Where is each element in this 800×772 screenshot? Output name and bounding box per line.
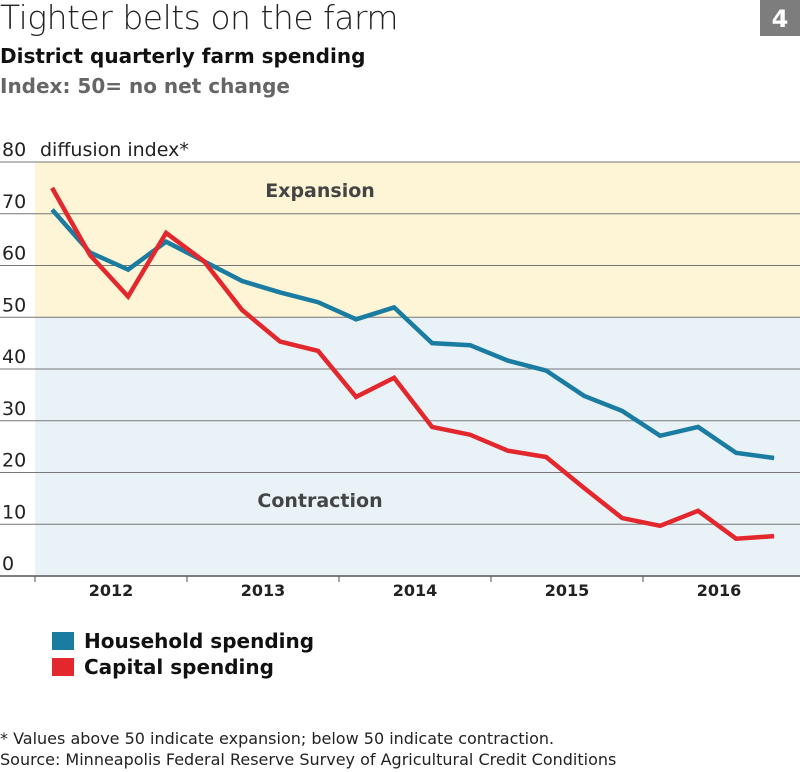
y-tick-label: 0 <box>2 553 14 575</box>
y-tick-label: 50 <box>2 294 26 316</box>
y-axis-label: diffusion index* <box>40 139 189 161</box>
footnote: * Values above 50 indicate expansion; be… <box>0 729 555 748</box>
figure-number-badge: 4 <box>760 0 800 36</box>
series-line-household <box>50 208 775 461</box>
y-tick-label: 30 <box>2 398 26 420</box>
y-tick-label: 20 <box>2 450 26 472</box>
x-tick-label: 2015 <box>545 581 590 600</box>
band-contraction <box>35 317 800 576</box>
legend-label: Household spending <box>84 629 315 653</box>
source-note: Source: Minneapolis Federal Reserve Surv… <box>0 750 617 769</box>
y-tick-label: 60 <box>2 243 26 265</box>
x-tick-label: 2012 <box>89 581 134 600</box>
legend-item-household: Household spending <box>52 628 314 654</box>
x-tick-label: 2013 <box>241 581 286 600</box>
y-tick-label: 10 <box>2 501 26 523</box>
legend-swatch-household <box>52 632 74 650</box>
x-tick-label: 2016 <box>697 581 742 600</box>
band-expansion <box>35 162 800 318</box>
x-tick-label: 2014 <box>393 581 438 600</box>
legend-item-capital: Capital spending <box>52 654 314 680</box>
band-label: Expansion <box>265 180 375 202</box>
y-tick-label: 80 <box>2 139 26 161</box>
footer: * Values above 50 indicate expansion; be… <box>0 728 616 770</box>
chart-subtitle: District quarterly farm spending <box>0 44 366 68</box>
legend-label: Capital spending <box>84 655 274 679</box>
series-line-capital <box>50 186 775 542</box>
legend-swatch-capital <box>52 658 74 676</box>
legend: Household spending Capital spending <box>52 628 314 680</box>
chart-title: Tighter belts on the farm <box>0 0 399 37</box>
y-tick-label: 70 <box>2 191 26 213</box>
band-label: Contraction <box>257 490 382 512</box>
chart-index-note: Index: 50= no net change <box>0 74 290 98</box>
y-tick-label: 40 <box>2 346 26 368</box>
